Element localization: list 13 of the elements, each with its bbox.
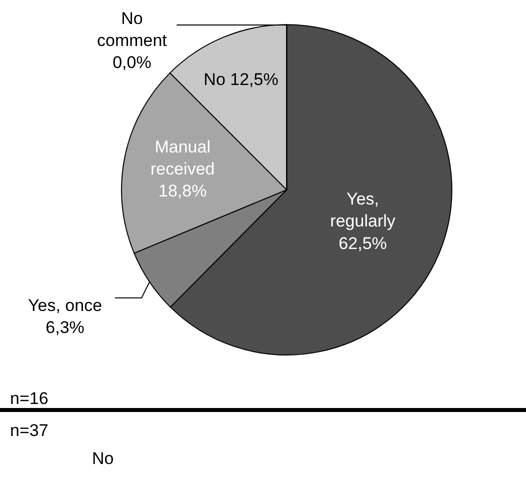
- slice-label: Yes, regularly: [330, 190, 396, 231]
- data-label: 62,5%: [338, 234, 387, 253]
- slice-label: Manual received: [150, 138, 215, 179]
- slice-label: No: [121, 9, 143, 28]
- text: n=16: [10, 389, 48, 408]
- data-label: 18,8%: [158, 182, 207, 201]
- slice-label: Yes, once: [28, 296, 102, 315]
- category-label: No 12,5%: [204, 70, 278, 89]
- data-label: 6,3%: [46, 318, 84, 338]
- text: 0,0%: [112, 53, 152, 72]
- text: No: [92, 449, 114, 468]
- text: n=37: [10, 421, 48, 440]
- category-label: comment: [97, 31, 167, 50]
